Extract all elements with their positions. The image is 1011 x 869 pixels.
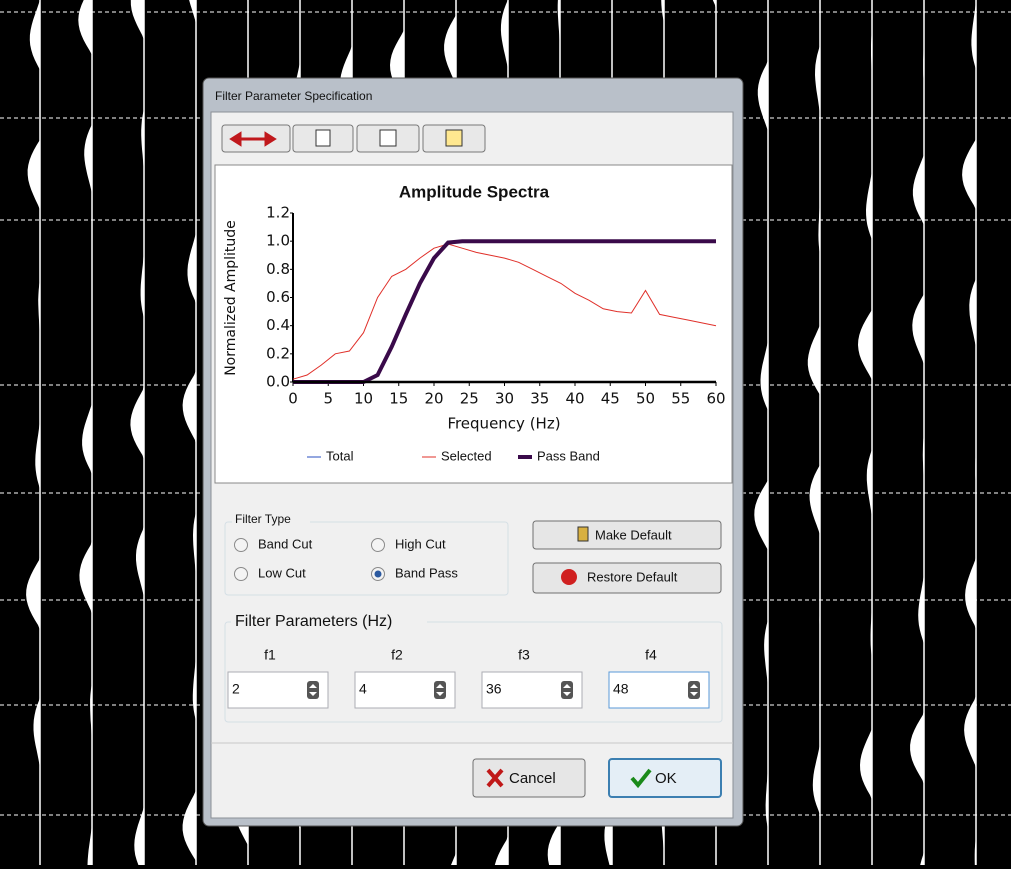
param-label: f2 xyxy=(391,647,403,663)
trace xyxy=(130,0,144,865)
radio-button[interactable] xyxy=(235,568,248,581)
x-tick-label: 20 xyxy=(424,390,443,408)
button-label: Make Default xyxy=(595,527,672,542)
legend-label: Total xyxy=(326,448,354,463)
x-tick-label: 25 xyxy=(460,390,479,408)
y-tick-label: 0.6 xyxy=(266,288,290,306)
y-tick-label: 0.2 xyxy=(266,344,290,362)
icon xyxy=(578,527,588,541)
param-value: 4 xyxy=(359,681,367,697)
x-tick-label: 0 xyxy=(288,390,298,408)
radio-label: Band Cut xyxy=(258,536,313,551)
radio-label: Low Cut xyxy=(258,565,306,580)
x-tick-label: 35 xyxy=(530,390,549,408)
icon xyxy=(380,130,396,146)
trace xyxy=(962,0,976,865)
trace xyxy=(26,0,40,865)
icon xyxy=(446,130,462,146)
x-axis-label: Frequency (Hz) xyxy=(447,415,560,433)
param-value: 36 xyxy=(486,681,502,697)
chart-title: Amplitude Spectra xyxy=(399,182,550,201)
icon xyxy=(316,130,330,146)
x-tick-label: 15 xyxy=(389,390,408,408)
trace xyxy=(858,0,872,865)
group-label: Filter Type xyxy=(235,512,291,526)
x-tick-label: 10 xyxy=(354,390,373,408)
x-tick-label: 55 xyxy=(671,390,690,408)
y-tick-label: 0.0 xyxy=(266,373,290,391)
radio-button[interactable] xyxy=(372,539,385,552)
x-tick-label: 30 xyxy=(495,390,514,408)
toolbar xyxy=(222,125,485,152)
radio-label: Band Pass xyxy=(395,565,458,580)
param-label: f1 xyxy=(264,647,276,663)
x-tick-label: 60 xyxy=(706,390,725,408)
x-tick-label: 45 xyxy=(601,390,620,408)
dialog-title: Filter Parameter Specification xyxy=(215,89,372,103)
trace xyxy=(754,0,768,865)
spin-button[interactable] xyxy=(688,681,700,699)
trace xyxy=(183,0,196,865)
button-label: OK xyxy=(655,770,677,787)
param-value: 2 xyxy=(232,681,240,697)
x-tick-label: 5 xyxy=(323,390,333,408)
radio-button[interactable] xyxy=(235,539,248,552)
button-label: Restore Default xyxy=(587,569,678,584)
group-label: Filter Parameters (Hz) xyxy=(235,613,392,630)
trace xyxy=(78,0,92,865)
x-tick-label: 50 xyxy=(636,390,655,408)
trace xyxy=(910,0,924,865)
button-label: Cancel xyxy=(509,770,556,787)
x-tick-label: 40 xyxy=(565,390,584,408)
spin-button[interactable] xyxy=(434,681,446,699)
trace xyxy=(808,0,820,865)
radio-dot xyxy=(375,571,382,578)
screen: Filter Parameter Specification Amplitude… xyxy=(0,0,1011,865)
param-label: f3 xyxy=(518,647,530,663)
icon xyxy=(561,569,577,585)
spin-button[interactable] xyxy=(561,681,573,699)
legend-label: Selected xyxy=(441,448,492,463)
legend-label: Pass Band xyxy=(537,448,600,463)
param-value: 48 xyxy=(613,681,629,697)
y-tick-label: 1.2 xyxy=(266,204,290,222)
radio-label: High Cut xyxy=(395,536,446,551)
y-tick-label: 0.8 xyxy=(266,260,290,278)
page: Filter Parameter Specification Amplitude… xyxy=(0,0,1011,865)
spin-button[interactable] xyxy=(307,681,319,699)
y-axis-label: Normalized Amplitude xyxy=(223,220,239,376)
param-label: f4 xyxy=(645,647,657,663)
y-tick-label: 0.4 xyxy=(266,316,290,334)
y-tick-label: 1.0 xyxy=(266,232,290,250)
